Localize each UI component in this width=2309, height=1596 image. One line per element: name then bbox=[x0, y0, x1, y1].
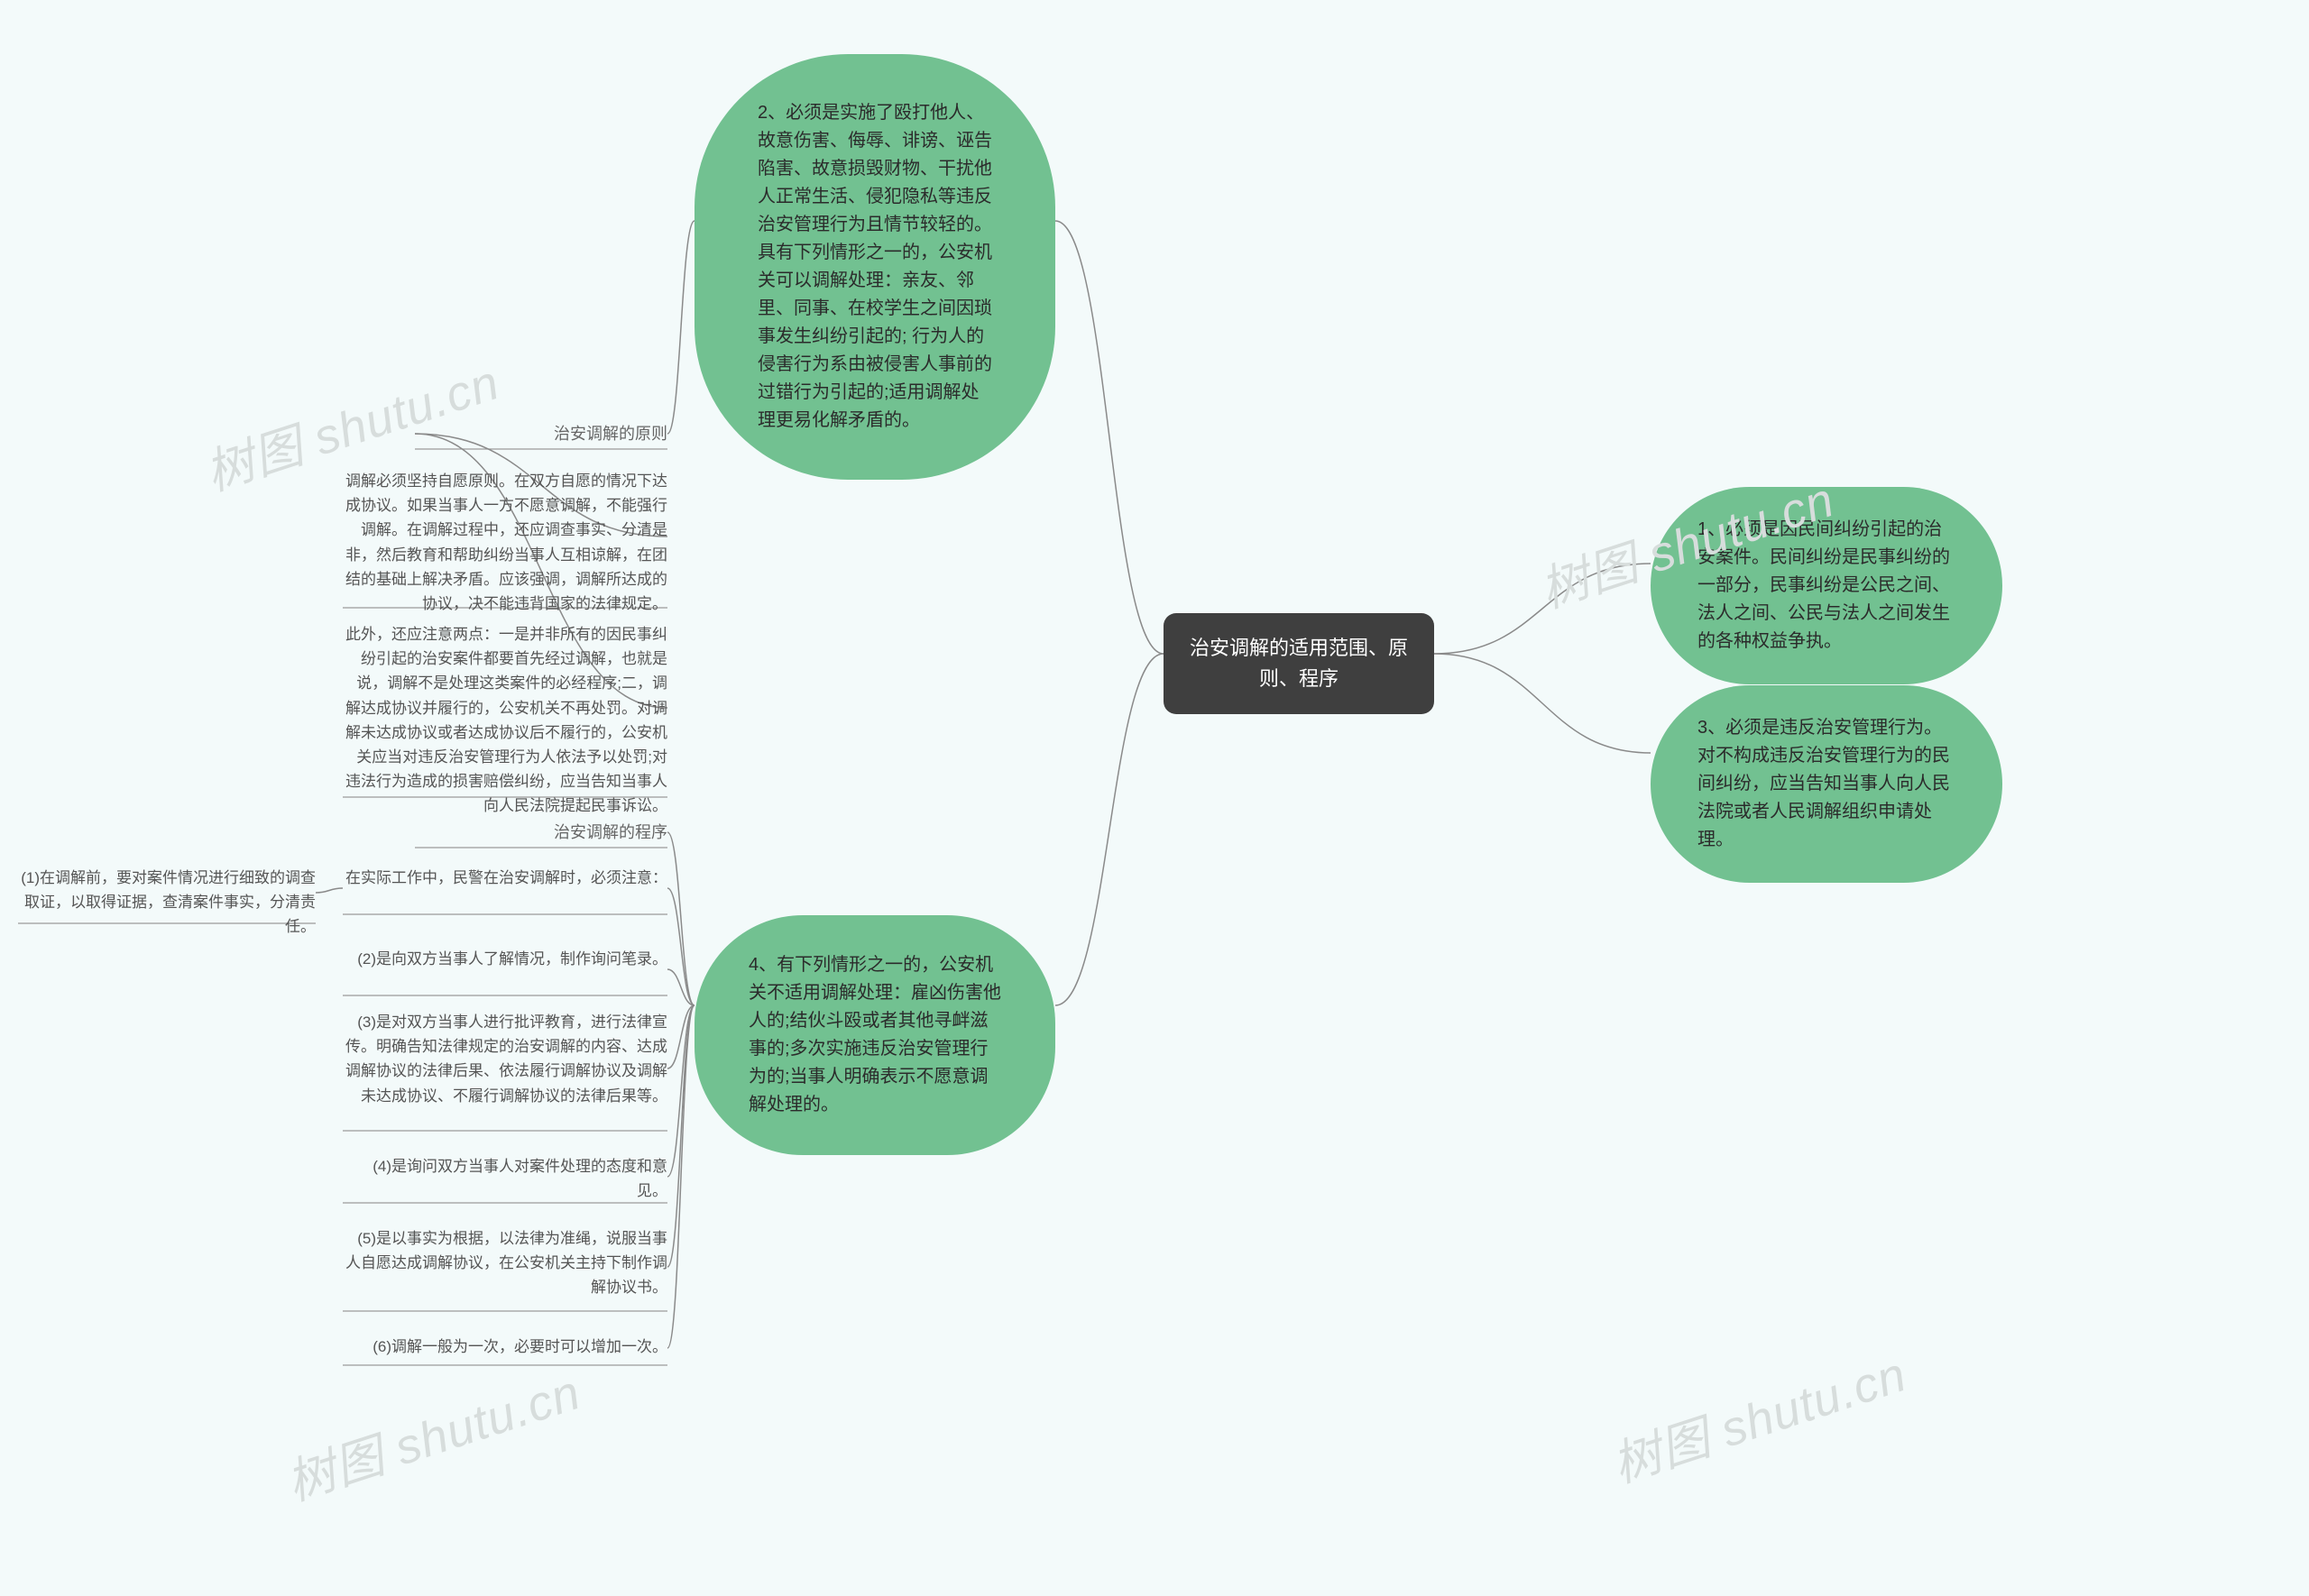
node-l2[interactable]: 2、必须是实施了殴打他人、故意伤害、侮辱、诽谤、诬告陷害、故意损毁财物、干扰他人… bbox=[695, 54, 1055, 480]
node-r3[interactable]: 3、必须是违反治安管理行为。对不构成违反治安管理行为的民间纠纷，应当告知当事人向… bbox=[1651, 685, 2002, 883]
proc-2: (2)是向双方当事人了解情况，制作询问笔录。 bbox=[343, 947, 667, 971]
proc-1: (1)在调解前，要对案件情况进行细致的调查取证，以取得证据，查清案件事实，分清责… bbox=[18, 866, 316, 940]
proc-4: (4)是询问双方当事人对案件处理的态度和意见。 bbox=[343, 1154, 667, 1203]
watermark: 树图 shutu.cn bbox=[276, 1353, 588, 1515]
section-procedure: 治安调解的程序 bbox=[415, 821, 667, 846]
node-r1[interactable]: 1、必须是因民间纠纷引起的治安案件。民间纠纷是民事纠纷的一部分，民事纠纷是公民之… bbox=[1651, 487, 2002, 684]
principle-a: 调解必须坚持自愿原则。在双方自愿的情况下达成协议。如果当事人一方不愿意调解，不能… bbox=[343, 469, 667, 616]
section-principle: 治安调解的原则 bbox=[415, 422, 667, 447]
proc-3: (3)是对双方当事人进行批评教育，进行法律宣传。明确告知法律规定的治安调解的内容… bbox=[343, 1010, 667, 1108]
root-node[interactable]: 治安调解的适用范围、原则、程序 bbox=[1164, 613, 1434, 714]
proc-5: (5)是以事实为根据，以法律为准绳，说服当事人自愿达成调解协议，在公安机关主持下… bbox=[343, 1226, 667, 1300]
watermark: 树图 shutu.cn bbox=[1602, 1335, 1914, 1497]
principle-b: 此外，还应注意两点：一是并非所有的因民事纠纷引起的治安案件都要首先经过调解，也就… bbox=[343, 622, 667, 819]
node-l4[interactable]: 4、有下列情形之一的，公安机关不适用调解处理：雇凶伤害他人的;结伙斗殴或者其他寻… bbox=[695, 915, 1055, 1155]
proc-intro: 在实际工作中，民警在治安调解时，必须注意： bbox=[343, 866, 667, 890]
proc-6: (6)调解一般为一次，必要时可以增加一次。 bbox=[343, 1335, 667, 1359]
